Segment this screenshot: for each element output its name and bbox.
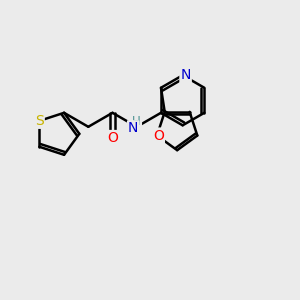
Text: N: N	[180, 68, 191, 82]
Text: O: O	[107, 131, 118, 145]
Text: H: H	[132, 115, 141, 128]
Text: S: S	[35, 114, 44, 128]
Text: O: O	[153, 128, 164, 142]
Text: N: N	[128, 121, 138, 135]
